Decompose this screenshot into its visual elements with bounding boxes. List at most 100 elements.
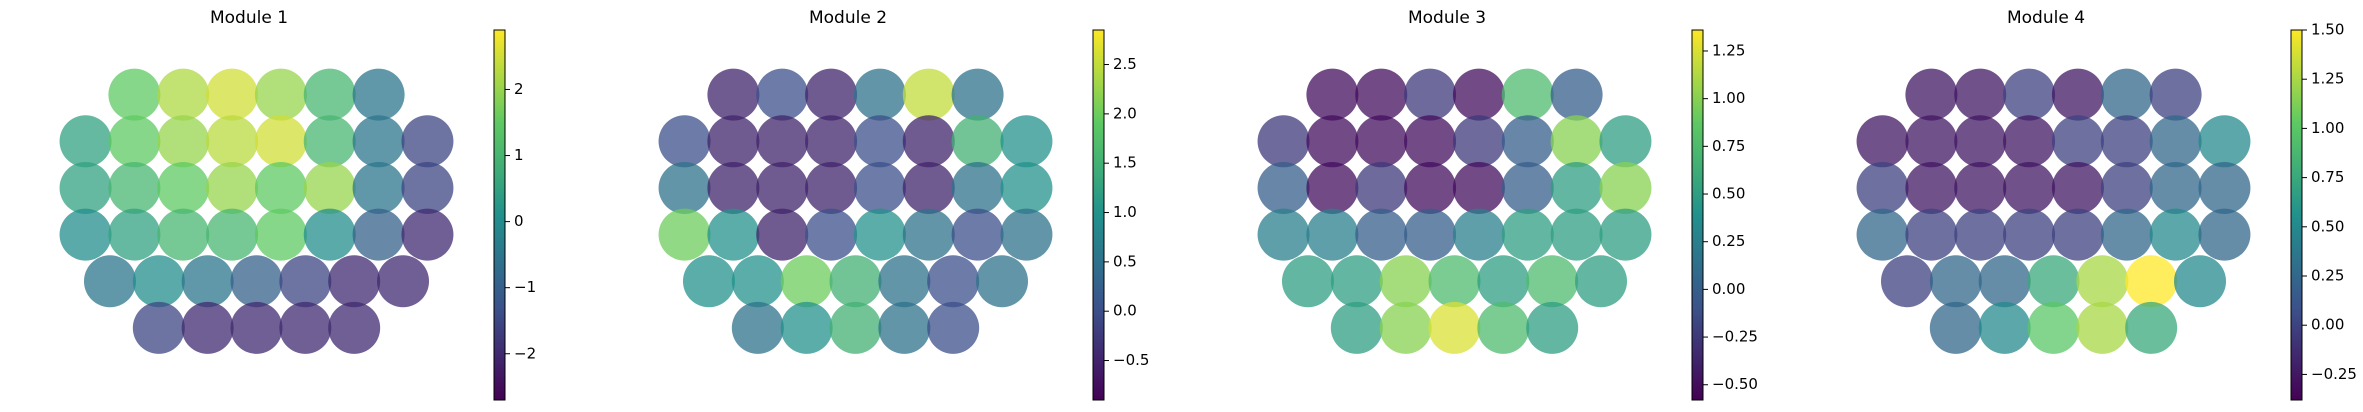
point — [1501, 208, 1554, 261]
colorbar-tick-label: 0 — [514, 212, 524, 230]
point — [206, 161, 259, 214]
point — [878, 255, 931, 308]
point — [1379, 301, 1432, 354]
point — [853, 115, 906, 168]
point — [230, 301, 283, 354]
points — [1257, 68, 1652, 354]
point — [1550, 208, 1603, 261]
colorbar-tick-label: 1.00 — [2311, 119, 2344, 137]
point — [1428, 301, 1481, 354]
colorbar-tick-label: 0.00 — [1712, 280, 1745, 298]
colorbar — [1092, 29, 1105, 401]
points — [59, 68, 454, 354]
point — [352, 161, 405, 214]
point — [902, 68, 955, 121]
point — [181, 255, 234, 308]
point — [230, 255, 283, 308]
point — [756, 208, 809, 261]
point — [1880, 255, 1933, 308]
point — [658, 208, 711, 261]
colorbar-tick-label: −0.50 — [1712, 375, 1758, 393]
point — [2051, 208, 2104, 261]
colorbar-tick-label: −2 — [514, 344, 536, 362]
point — [328, 255, 381, 308]
colorbar-tick-label: 1.50 — [2311, 21, 2344, 39]
point — [108, 68, 161, 121]
point — [951, 161, 1004, 214]
point — [707, 161, 760, 214]
point — [951, 115, 1004, 168]
point — [902, 161, 955, 214]
point — [1452, 208, 1505, 261]
colorbar-tick-label: 0.50 — [1712, 185, 1745, 203]
colorbar-tick-label: 1.0 — [1113, 203, 1137, 221]
point — [157, 208, 210, 261]
point — [731, 301, 784, 354]
point — [206, 115, 259, 168]
point — [1929, 255, 1982, 308]
point — [1575, 255, 1628, 308]
point — [1452, 115, 1505, 168]
point — [2149, 68, 2202, 121]
point — [2100, 115, 2153, 168]
point — [805, 208, 858, 261]
point — [707, 68, 760, 121]
colorbar-tick-label: 0.5 — [1113, 252, 1137, 270]
point — [328, 301, 381, 354]
colorbar — [493, 29, 506, 401]
points — [1856, 68, 2251, 354]
colorbar-tick-label: 2.0 — [1113, 104, 1137, 122]
point — [2125, 301, 2178, 354]
point — [976, 255, 1029, 308]
point — [1355, 68, 1408, 121]
point — [2198, 161, 2251, 214]
point — [805, 161, 858, 214]
point — [805, 115, 858, 168]
point — [1954, 208, 2007, 261]
point — [2100, 68, 2153, 121]
colorbar-tick-label: 0.0 — [1113, 302, 1137, 320]
colorbar-tick-label: 0.50 — [2311, 217, 2344, 235]
point — [1978, 255, 2031, 308]
point — [2100, 208, 2153, 261]
point — [951, 68, 1004, 121]
point — [303, 208, 356, 261]
colorbar-tick-label: 1.25 — [1712, 41, 1745, 59]
point — [853, 68, 906, 121]
colorbar-tick-label: 0.25 — [2311, 267, 2344, 285]
point — [1501, 161, 1554, 214]
point — [2051, 68, 2104, 121]
panel-title: Module 3 — [1408, 8, 1486, 28]
point — [1856, 115, 1909, 168]
colorbar-tick-label: 2 — [514, 80, 524, 98]
point — [83, 255, 136, 308]
point — [1954, 161, 2007, 214]
point — [206, 68, 259, 121]
colorbar-tick-label: −0.25 — [1712, 328, 1758, 346]
colorbar-tick-label: 1.25 — [2311, 70, 2344, 88]
point — [1000, 208, 1053, 261]
point — [707, 208, 760, 261]
point — [878, 301, 931, 354]
point — [756, 115, 809, 168]
point — [1404, 68, 1457, 121]
point — [2125, 255, 2178, 308]
point — [2174, 255, 2227, 308]
point — [1330, 301, 1383, 354]
point — [303, 68, 356, 121]
point — [2149, 161, 2202, 214]
colorbar-tick-label: −0.25 — [2311, 365, 2357, 383]
panel-title: Module 1 — [210, 8, 288, 28]
point — [2051, 161, 2104, 214]
point — [1856, 208, 1909, 261]
point — [1905, 115, 1958, 168]
point — [1404, 115, 1457, 168]
point — [1954, 68, 2007, 121]
point — [401, 115, 454, 168]
point — [1526, 301, 1579, 354]
point — [1404, 208, 1457, 261]
point — [352, 68, 405, 121]
point — [1379, 255, 1432, 308]
point — [132, 301, 185, 354]
point — [1599, 161, 1652, 214]
